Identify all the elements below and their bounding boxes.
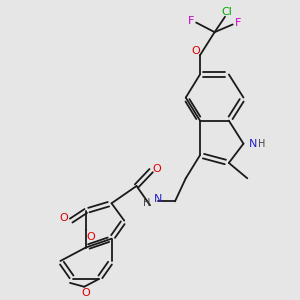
Text: O: O <box>82 287 91 298</box>
Text: H: H <box>143 198 151 208</box>
Text: N: N <box>154 194 162 204</box>
Text: Cl: Cl <box>221 7 233 17</box>
Text: H: H <box>258 139 265 149</box>
Text: F: F <box>235 17 242 28</box>
Text: O: O <box>191 46 200 56</box>
Text: N: N <box>249 139 257 149</box>
Text: O: O <box>86 232 95 242</box>
Text: F: F <box>188 16 195 26</box>
Text: O: O <box>60 212 69 223</box>
Text: O: O <box>152 164 161 174</box>
